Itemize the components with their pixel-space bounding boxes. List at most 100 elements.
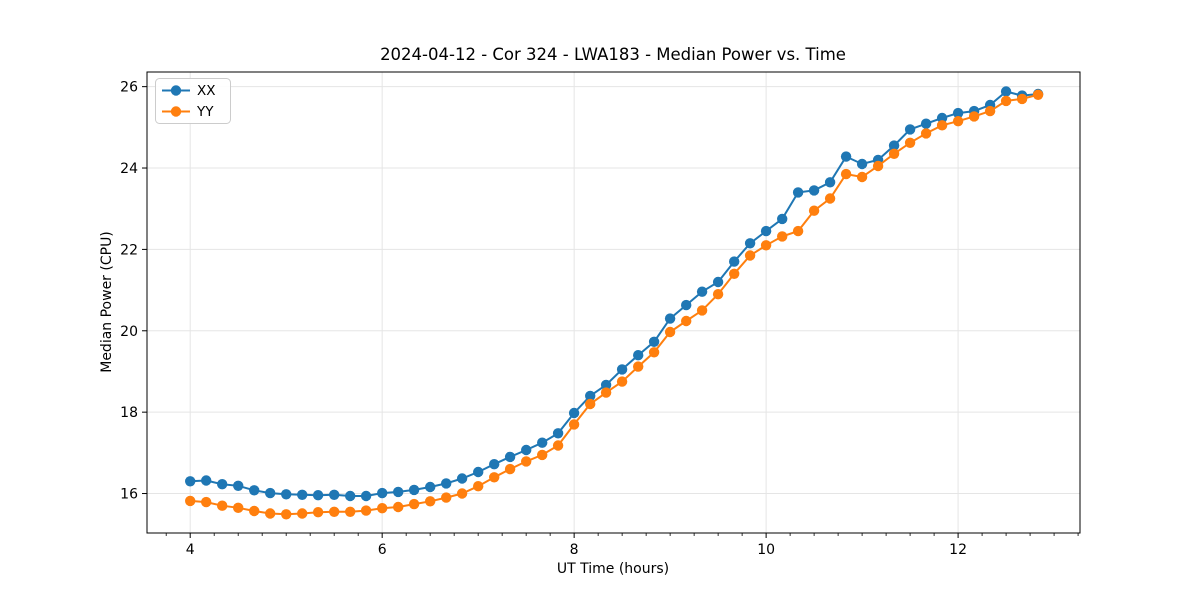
series-yy-marker xyxy=(504,463,516,475)
series-xx-marker xyxy=(904,124,916,135)
series-xx-marker xyxy=(744,238,756,249)
series-yy-marker xyxy=(824,193,836,204)
legend-item-yy: YY xyxy=(162,104,214,120)
series-yy-marker xyxy=(489,472,500,483)
series-xx-marker xyxy=(681,299,692,311)
series-yy-marker xyxy=(729,268,740,279)
x-tick-label: 8 xyxy=(570,542,579,558)
series-yy-marker xyxy=(521,456,532,467)
series-yy-marker xyxy=(585,398,596,410)
series-yy-marker xyxy=(664,326,676,338)
series-yy-marker xyxy=(1016,93,1028,105)
series-xx-marker xyxy=(297,489,308,500)
series-yy-marker xyxy=(681,315,692,327)
series-xx-marker xyxy=(201,475,212,486)
series-xx-marker xyxy=(249,485,260,496)
series-yy-marker xyxy=(312,507,324,518)
series-yy-marker xyxy=(345,506,356,517)
series-xx-marker xyxy=(633,350,644,361)
series-xx-marker xyxy=(312,490,324,501)
series-yy-marker xyxy=(552,440,564,451)
series-yy-marker xyxy=(633,361,644,372)
series-xx-marker xyxy=(360,490,372,502)
series-yy-marker xyxy=(616,376,628,387)
series-yy-marker xyxy=(360,505,372,516)
legend-label: XX xyxy=(197,83,216,99)
legend-label: YY xyxy=(196,104,214,120)
series-yy-marker xyxy=(696,305,708,316)
y-tick-label: 16 xyxy=(120,487,138,503)
y-axis-label: Median Power (CPU) xyxy=(99,231,115,373)
series-xx-marker xyxy=(217,479,228,490)
series-xx-marker xyxy=(600,379,612,391)
series-xx-marker xyxy=(233,480,244,491)
series-xx-marker xyxy=(952,107,964,119)
y-tick-label: 26 xyxy=(120,80,138,96)
legend-marker-sample xyxy=(170,85,182,96)
series-yy-marker xyxy=(936,120,948,131)
series-xx-marker xyxy=(185,476,196,487)
series-xx-marker xyxy=(936,112,948,124)
series-yy-marker xyxy=(265,508,276,519)
series-xx-line xyxy=(190,90,1039,497)
series-yy-marker xyxy=(217,500,228,511)
x-tick-label: 12 xyxy=(949,542,967,558)
series-xx-marker xyxy=(696,286,708,297)
series-xx-marker xyxy=(408,484,420,496)
y-tick-label: 20 xyxy=(120,324,138,340)
series-yy-marker xyxy=(473,481,484,492)
series-xx-marker xyxy=(329,489,340,500)
series-yy-marker xyxy=(201,496,212,508)
series-xx-marker xyxy=(840,151,852,162)
series-yy-marker xyxy=(377,503,388,514)
series-yy-marker xyxy=(568,419,580,430)
series-xx-marker xyxy=(489,459,500,470)
y-tick-label: 22 xyxy=(120,242,138,258)
series-yy-marker xyxy=(648,347,660,358)
series-xx-marker xyxy=(792,187,804,198)
series-xx-marker xyxy=(441,478,452,489)
series-xx-marker xyxy=(777,213,788,225)
series-xx-marker xyxy=(824,177,836,188)
series-xx-marker xyxy=(425,481,436,493)
series-xx-marker xyxy=(729,256,740,267)
axes-frame xyxy=(146,71,1081,534)
series-yy-marker xyxy=(712,289,724,300)
series-xx-marker xyxy=(521,444,532,456)
series-xx-marker xyxy=(616,364,628,375)
legend-box xyxy=(155,78,231,124)
series-xx-marker xyxy=(888,140,900,151)
series-yy-marker xyxy=(920,128,932,139)
y-tick-label: 18 xyxy=(120,405,138,421)
series-xx-marker xyxy=(281,489,292,500)
series-yy-marker xyxy=(840,168,852,180)
series-yy-marker xyxy=(744,250,756,261)
series-yy-line xyxy=(190,93,1039,516)
series-yy-marker xyxy=(760,240,772,251)
series-xx-marker xyxy=(568,407,580,419)
series-yy-marker xyxy=(249,505,260,517)
series-xx-marker xyxy=(920,118,932,129)
series-yy-marker xyxy=(393,501,404,513)
series-xx-marker xyxy=(808,185,820,196)
series-yy-marker xyxy=(1032,89,1044,101)
series-yy-marker xyxy=(425,496,436,507)
series-yy-marker xyxy=(600,387,612,398)
y-tick-label: 24 xyxy=(120,161,138,177)
x-tick-label: 10 xyxy=(757,542,775,558)
series-xx-marker xyxy=(473,466,484,478)
series-xx-marker xyxy=(856,158,868,170)
series-yy-marker xyxy=(904,137,916,148)
axis-ticks: 4 6 8 10 12 16 18 20 22 24 26 xyxy=(120,80,1079,558)
series-yy-marker xyxy=(792,225,804,237)
series-xx-marker xyxy=(648,336,660,347)
series-yy-marker xyxy=(456,488,468,499)
series-yy-marker xyxy=(872,160,884,172)
series-xx-marker xyxy=(1000,86,1012,97)
series-xx-marker xyxy=(265,487,276,499)
grid-lines xyxy=(147,72,1080,533)
series-xx-marker xyxy=(552,428,564,439)
chart-title: 2024-04-12 - Cor 324 - LWA183 - Median P… xyxy=(380,45,846,64)
